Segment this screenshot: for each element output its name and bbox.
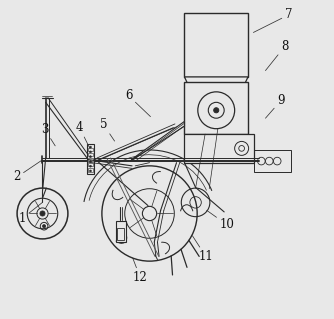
Text: 3: 3 <box>41 123 55 146</box>
Bar <box>88 168 93 172</box>
Text: 10: 10 <box>207 210 234 231</box>
Text: 6: 6 <box>125 89 151 117</box>
Bar <box>116 221 126 242</box>
Bar <box>184 13 248 77</box>
Bar <box>184 82 248 134</box>
Text: 8: 8 <box>266 40 288 70</box>
Text: 2: 2 <box>13 160 41 183</box>
Polygon shape <box>131 122 184 161</box>
Circle shape <box>90 156 92 158</box>
Bar <box>88 148 93 151</box>
Circle shape <box>90 151 92 153</box>
Bar <box>88 163 93 167</box>
Text: 4: 4 <box>76 121 90 148</box>
Bar <box>88 158 93 161</box>
Circle shape <box>90 165 92 167</box>
Circle shape <box>90 146 92 148</box>
Circle shape <box>42 225 46 228</box>
Text: 1: 1 <box>19 202 42 225</box>
Circle shape <box>90 160 92 162</box>
Text: 7: 7 <box>254 9 292 33</box>
Bar <box>255 150 291 172</box>
Bar <box>118 228 124 241</box>
Bar <box>184 134 255 163</box>
Polygon shape <box>184 77 248 101</box>
Bar <box>88 153 93 156</box>
Circle shape <box>90 170 92 172</box>
Bar <box>87 144 94 174</box>
Text: 9: 9 <box>266 94 285 118</box>
Text: 12: 12 <box>133 258 147 284</box>
Text: 5: 5 <box>100 118 115 141</box>
Circle shape <box>214 108 219 113</box>
Text: 11: 11 <box>192 236 213 263</box>
Circle shape <box>40 211 45 216</box>
